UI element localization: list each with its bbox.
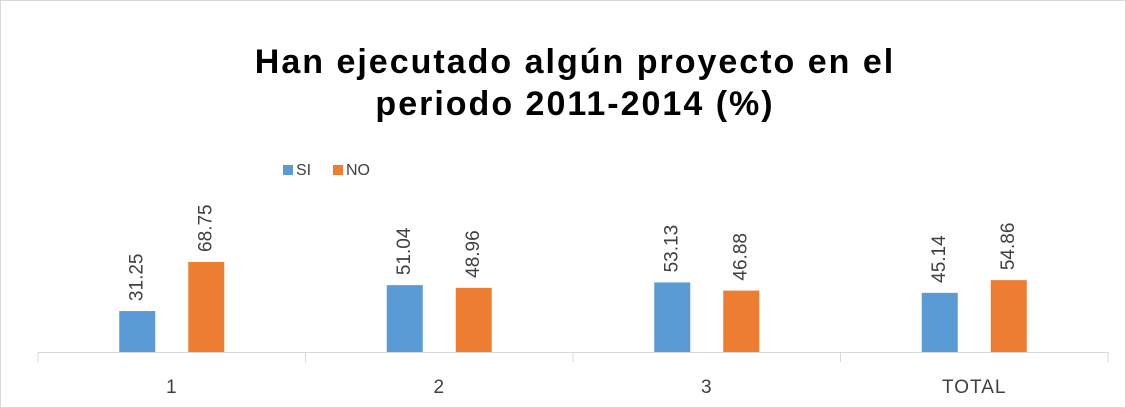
value-label: 45.14 — [929, 235, 950, 283]
legend-label: NO — [346, 162, 370, 179]
bar — [119, 311, 156, 352]
value-label: 54.86 — [998, 223, 1019, 271]
bar — [455, 287, 492, 352]
value-label: 51.04 — [394, 227, 415, 275]
x-tick-label: 1 — [166, 377, 178, 398]
bar — [921, 292, 958, 352]
x-tick-label: 3 — [701, 377, 713, 398]
chart-title: Han ejecutado algún proyecto en el — [255, 43, 895, 81]
x-tick-label: TOTAL — [942, 377, 1006, 398]
value-label: 48.96 — [463, 230, 484, 278]
value-label: 31.25 — [126, 254, 147, 302]
bar — [188, 261, 225, 352]
value-label: 53.13 — [661, 225, 682, 273]
chart-title: periodo 2011-2014 (%) — [375, 85, 774, 123]
legend-swatch — [333, 165, 343, 175]
bar — [386, 285, 423, 352]
value-label: 68.75 — [195, 204, 216, 252]
value-label: 46.88 — [730, 233, 751, 281]
x-tick-label: 2 — [433, 377, 445, 398]
legend-swatch — [283, 165, 293, 175]
bar — [723, 290, 760, 352]
bar — [654, 282, 691, 352]
bar — [990, 280, 1027, 352]
legend-label: SI — [296, 162, 311, 179]
